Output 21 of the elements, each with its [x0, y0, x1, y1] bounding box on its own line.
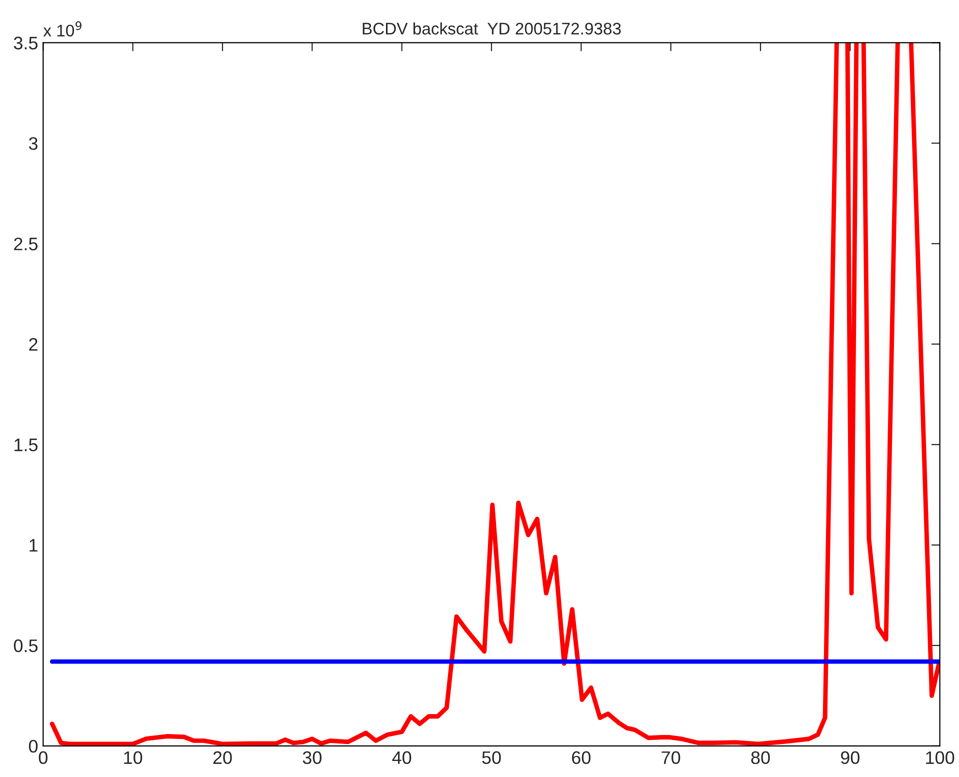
x-tick-label: 100 — [926, 751, 954, 764]
y-tick-label: 0 — [28, 740, 38, 753]
chart-title: BCDV backscat YD 2005172.9383 — [362, 22, 621, 35]
y-tick-label: 2 — [29, 338, 38, 351]
x-tick-label: 30 — [302, 751, 322, 764]
y-tick-label: 2.5 — [14, 238, 38, 250]
y-tick-label: 1 — [30, 539, 38, 552]
x-tick-label: 20 — [213, 751, 232, 764]
x-tick-label: 40 — [392, 751, 412, 764]
y-tick-label: 3 — [28, 137, 38, 150]
text: x 10$^{9}$ — [43, 21, 82, 36]
y-tick-label: 3.5 — [14, 36, 38, 50]
x-tick-label: 90 — [840, 751, 860, 764]
x-tick-label: 60 — [572, 751, 590, 764]
x-tick-label: 80 — [751, 751, 770, 764]
y-tick-label: 0.5 — [14, 639, 38, 652]
x-tick-label: 70 — [662, 751, 680, 764]
x-tick-label: 50 — [482, 751, 501, 764]
y-tick-label: 1.5 — [14, 438, 38, 452]
x-tick-label: 0 — [38, 751, 48, 764]
x-tick-label: 10 — [124, 751, 142, 764]
